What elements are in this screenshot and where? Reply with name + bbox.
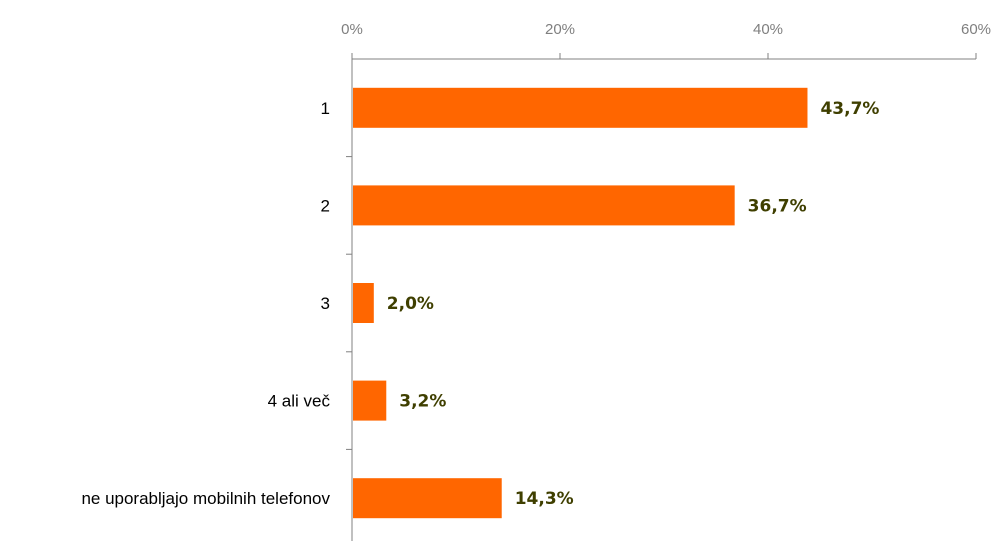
labels: 0% 20% 40% 60% 1 43,7% 2 36,7% 3 2,0% 4 ali več 3,2… (81, 21, 991, 509)
data-label: 2,0% (387, 294, 434, 314)
x-tick-label: 20% (545, 21, 575, 38)
data-label: 43,7% (820, 99, 879, 119)
x-tick-label: 0% (341, 21, 363, 38)
data-label: 14,3% (515, 489, 574, 509)
x-tick-label: 40% (753, 21, 783, 38)
data-label: 36,7% (748, 196, 807, 216)
bars (353, 87, 808, 519)
bar (353, 283, 374, 323)
category-label: 4 ali več (268, 392, 331, 411)
bar (353, 87, 808, 128)
axis-layer (346, 53, 977, 541)
bar (353, 380, 387, 421)
category-label: 2 (321, 196, 330, 215)
category-label: 3 (321, 294, 330, 313)
x-tick-label: 60% (961, 21, 991, 38)
category-label: 1 (321, 99, 330, 118)
bar (353, 478, 502, 519)
data-label: 3,2% (399, 392, 446, 412)
category-label: ne uporabljajo mobilnih telefonov (81, 489, 330, 508)
bar (353, 185, 735, 226)
